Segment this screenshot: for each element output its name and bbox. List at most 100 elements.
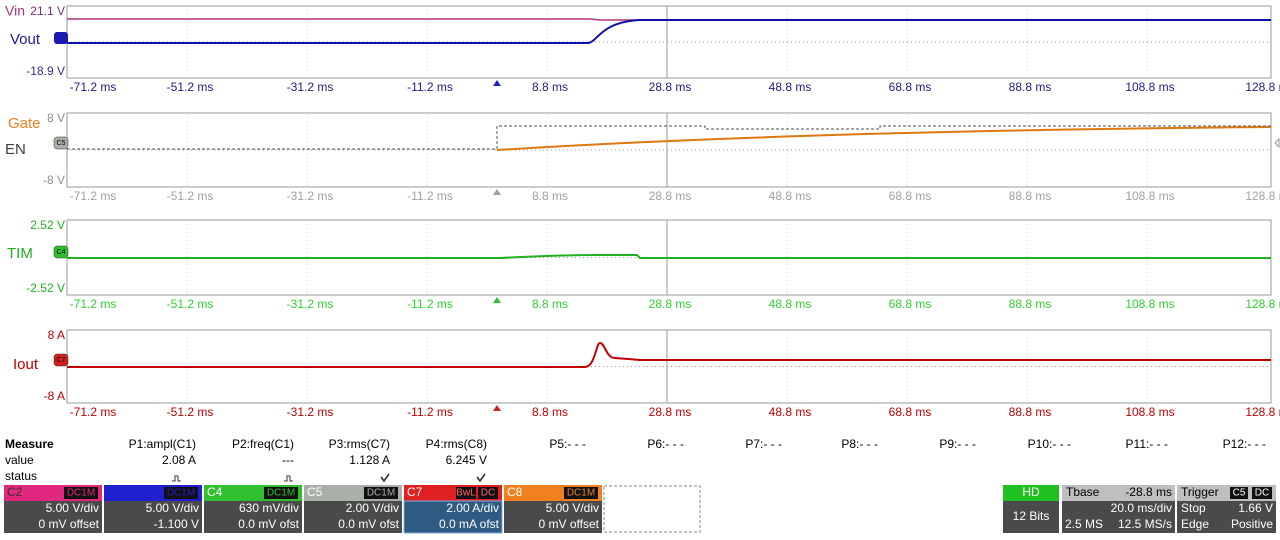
x-tick-label: 88.8 ms: [1009, 405, 1052, 419]
trigger-coupling: DC: [1255, 488, 1269, 499]
tbase-delay: -28.8 ms: [1125, 485, 1172, 499]
coupling-label: DC1M: [167, 488, 195, 499]
x-tick-label: 128.8 ms: [1245, 405, 1280, 419]
hd-body: [1003, 501, 1059, 533]
measure-param: P8:- - -: [841, 437, 878, 451]
x-tick-label: -11.2 ms: [407, 80, 453, 94]
channel-offset: -1.100 V: [154, 517, 199, 531]
x-tick-label: 28.8 ms: [649, 189, 692, 203]
edge-marker: [1274, 137, 1280, 149]
coupling-badge: [164, 487, 198, 499]
scale-top: 8 V: [47, 111, 65, 125]
x-tick-label: 28.8 ms: [649, 297, 692, 311]
coupling-badge: [478, 487, 498, 499]
channel-header: [404, 485, 502, 501]
channel-body: [104, 501, 202, 533]
trace: [496, 126, 1272, 151]
trigger-arrow: [493, 80, 501, 86]
x-tick-label: 128.8 ms: [1245, 80, 1280, 94]
coupling-label: DC1M: [367, 488, 395, 499]
measure-param: P5:- - -: [549, 437, 586, 451]
coupling-label: DC1M: [567, 488, 595, 499]
measure-param: P3:rms(C7): [329, 437, 390, 451]
trigger-source: C5: [1233, 488, 1246, 499]
status-icon: [172, 475, 181, 482]
measure-row-label: value: [5, 453, 34, 467]
x-tick-label: 8.8 ms: [532, 297, 568, 311]
x-tick-label: 48.8 ms: [769, 297, 812, 311]
x-tick-label: 28.8 ms: [649, 405, 692, 419]
x-tick-label: 48.8 ms: [769, 405, 812, 419]
x-tick-label: -51.2 ms: [167, 405, 214, 419]
x-tick-label: 48.8 ms: [769, 80, 812, 94]
measure-param: P9:- - -: [939, 437, 976, 451]
hd-header: [1003, 485, 1059, 501]
channel-body: [403, 500, 503, 534]
scale-top: 21.1 V: [30, 4, 65, 18]
trigger-badge: [1230, 487, 1248, 499]
status-icon: [380, 473, 390, 483]
scale-bottom: -8 V: [43, 173, 65, 187]
channel-label: Iout: [13, 356, 39, 373]
x-tick-label: -71.2 ms: [70, 80, 117, 94]
x-tick-label: 68.8 ms: [889, 405, 932, 419]
channel-label: TIM: [7, 245, 33, 262]
coupling-badge: [564, 487, 598, 499]
coupling-label: DC1M: [67, 488, 95, 499]
x-tick-label: 108.8 ms: [1125, 297, 1174, 311]
channel-marker: [53, 245, 69, 259]
measure-param: P6:- - -: [647, 437, 684, 451]
scale-bottom: -8 A: [44, 389, 65, 403]
measure-value: 6.245 V: [446, 453, 487, 467]
x-tick-label: -51.2 ms: [167, 189, 214, 203]
channel-label: EN: [5, 141, 26, 158]
channel-offset: 0.0 mA ofst: [439, 517, 500, 531]
x-tick-label: -11.2 ms: [407, 189, 453, 203]
measure-value: ---: [282, 453, 294, 467]
measure-value: 2.08 A: [162, 453, 196, 467]
scale-bottom: -2.52 V: [26, 281, 65, 295]
channel-name: C2: [7, 485, 23, 499]
scale-bottom: -18.9 V: [26, 64, 65, 78]
measure-param: P10:- - -: [1028, 437, 1071, 451]
x-tick-label: 88.8 ms: [1009, 297, 1052, 311]
channel-scale: 2.00 V/div: [346, 501, 399, 515]
coupling-badge: [64, 487, 98, 499]
x-tick-label: 28.8 ms: [649, 80, 692, 94]
coupling-badge: [456, 487, 476, 499]
measure-value: 1.128 A: [349, 453, 390, 467]
coupling-badge: [364, 487, 398, 499]
coupling-label: DC1M: [267, 488, 295, 499]
channel-marker: [53, 353, 69, 367]
x-tick-label: -31.2 ms: [287, 189, 334, 203]
channel-name: C8: [507, 485, 523, 499]
channel-scale: 5.00 V/div: [546, 501, 599, 515]
x-tick-label: -11.2 ms: [407, 297, 453, 311]
tbase-scale: 20.0 ms/div: [1111, 501, 1172, 515]
x-tick-label: -51.2 ms: [167, 297, 214, 311]
x-tick-label: 108.8 ms: [1125, 405, 1174, 419]
trigger-type: Edge: [1181, 517, 1209, 531]
channel-scale: 5.00 V/div: [46, 501, 99, 515]
channel-marker-label: C5: [57, 140, 66, 147]
measure-param: P4:rms(C8): [426, 437, 487, 451]
trigger-arrow: [493, 189, 501, 195]
x-tick-label: -71.2 ms: [70, 405, 117, 419]
x-tick-label: 88.8 ms: [1009, 80, 1052, 94]
trace: [67, 125, 1271, 150]
channel-scale: 2.00 A/div: [446, 501, 499, 515]
x-tick-label: 88.8 ms: [1009, 189, 1052, 203]
channel-label: Vin: [5, 3, 25, 19]
scale-top: 2.52 V: [30, 218, 65, 232]
channel-name: C7: [407, 485, 423, 499]
x-tick-label: -31.2 ms: [287, 405, 334, 419]
trigger-label: Trigger: [1181, 485, 1219, 499]
x-tick-label: 8.8 ms: [532, 405, 568, 419]
measure-param: P11:- - -: [1126, 437, 1168, 451]
channel-body: [304, 501, 402, 533]
channel-name: C4: [207, 485, 223, 499]
x-tick-label: 128.8 ms: [1245, 189, 1280, 203]
trace: [67, 19, 1271, 44]
x-tick-label: 108.8 ms: [1125, 80, 1174, 94]
